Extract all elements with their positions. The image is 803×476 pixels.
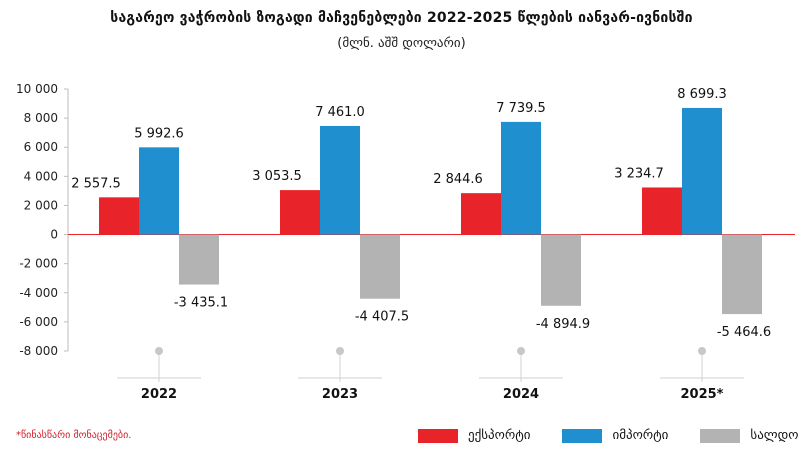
category-marker-dot: [155, 347, 163, 355]
data-label: -3 435.1: [174, 296, 228, 311]
data-label: 3 053.5: [252, 169, 302, 184]
legend-item-export: ექსპორტი: [418, 428, 530, 443]
y-tick-label: -2 000: [19, 257, 58, 271]
bar-export: [99, 197, 139, 235]
category-label: 2022: [141, 387, 177, 402]
legend: ექსპორტი იმპორტი სალდო: [418, 428, 799, 443]
y-tick-label: -8 000: [19, 344, 58, 358]
bar-import: [501, 121, 541, 235]
y-tick-label: 8 000: [24, 111, 58, 125]
y-tick-label: -4 000: [19, 286, 58, 300]
bar-export: [461, 193, 501, 235]
data-label: 7 461.0: [315, 105, 365, 120]
bar-export: [280, 190, 320, 235]
category-label: 2023: [322, 387, 358, 402]
category-marker-dot: [517, 347, 525, 355]
data-label: 8 699.3: [677, 87, 727, 102]
legend-swatch-import: [562, 428, 603, 443]
chart-title: საგარეო ვაჭრობის ზოგადი მაჩვენებლები 202…: [110, 10, 693, 26]
footnote: *წინასწარი მონაცემები.: [16, 430, 132, 441]
data-label: 5 992.6: [134, 126, 184, 141]
data-label: 3 234.7: [614, 166, 664, 181]
bar-balance: [360, 234, 400, 299]
y-tick-label: 0: [50, 228, 58, 242]
category-marker-dot: [336, 347, 344, 355]
y-tick-label: 2 000: [24, 198, 58, 212]
legend-label-export: ექსპორტი: [468, 428, 531, 443]
legend-label-import: იმპორტი: [612, 428, 669, 443]
bar-import: [682, 107, 722, 235]
legend-item-balance: სალდო: [700, 428, 799, 443]
legend-swatch-export: [418, 428, 458, 443]
legend-swatch-balance: [700, 428, 741, 443]
data-label: 2 557.5: [71, 176, 121, 191]
category-marker-dot: [698, 347, 706, 355]
bar-balance: [179, 234, 219, 285]
data-label: -5 464.6: [717, 325, 771, 340]
data-label: -4 894.9: [536, 317, 590, 332]
data-label: -4 407.5: [355, 310, 409, 325]
category-label: 2024: [503, 387, 539, 402]
y-tick-label: 10 000: [16, 82, 58, 96]
legend-label-balance: სალდო: [750, 428, 799, 443]
y-tick-label: 4 000: [24, 169, 58, 183]
y-tick-label: -6 000: [19, 315, 58, 329]
y-tick-label: 6 000: [24, 140, 58, 154]
bar-balance: [541, 234, 581, 306]
bar-export: [642, 187, 682, 235]
legend-item-import: იმპორტი: [562, 428, 668, 443]
bar-import: [139, 147, 179, 235]
data-label: 7 739.5: [496, 101, 546, 116]
bar-balance: [722, 234, 762, 315]
bar-import: [320, 125, 360, 235]
chart-subtitle: (მლნ. აშშ დოლარი): [337, 36, 466, 51]
category-label: 2025*: [681, 387, 724, 402]
data-label: 2 844.6: [433, 172, 483, 187]
